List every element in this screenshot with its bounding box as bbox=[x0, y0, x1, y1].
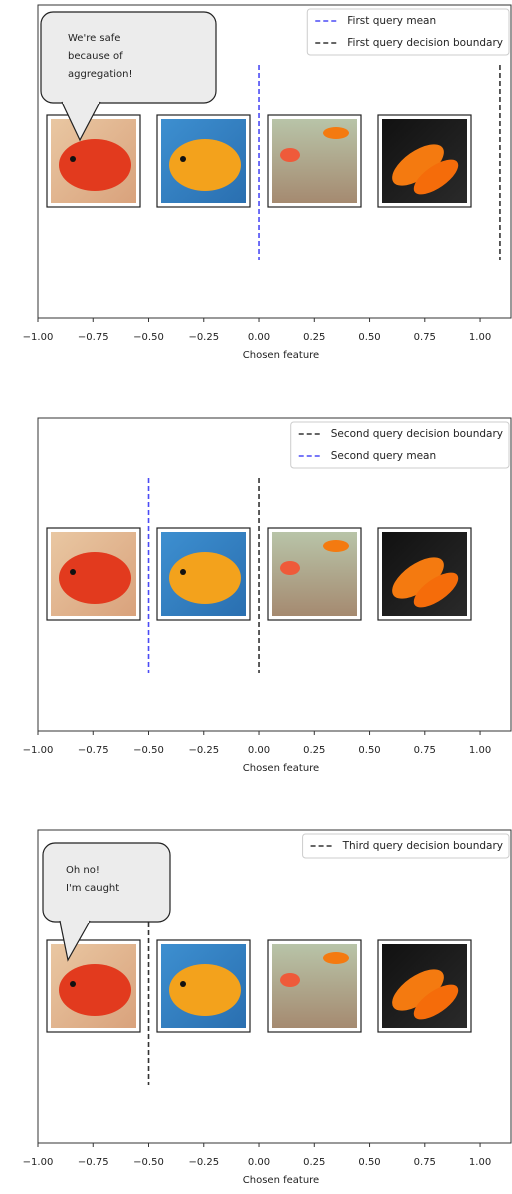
fish-eye bbox=[180, 981, 186, 987]
fish bbox=[59, 552, 131, 604]
legend-label: Second query decision boundary bbox=[331, 428, 503, 440]
x-tick-label: −0.50 bbox=[133, 332, 164, 343]
annotation: Oh no! bbox=[66, 865, 100, 876]
speech-bubble: We're safe because of aggregation! bbox=[40, 11, 217, 142]
legend: Second query decision boundary Second que… bbox=[290, 421, 510, 469]
fish-eye bbox=[70, 569, 76, 575]
x-axis-label: Chosen feature bbox=[243, 1175, 319, 1186]
x-tick-label: 0.75 bbox=[414, 745, 436, 756]
plot-frame bbox=[37, 4, 512, 319]
legend-label: First query mean bbox=[347, 15, 436, 27]
x-tick-label: −0.75 bbox=[78, 745, 109, 756]
legend-frame bbox=[302, 833, 510, 859]
bubble-tail bbox=[61, 101, 101, 142]
fish-eye bbox=[70, 981, 76, 987]
x-tick-label: −1.00 bbox=[23, 1157, 54, 1168]
annotation: because of bbox=[68, 51, 123, 62]
x-tick-label: −0.75 bbox=[78, 332, 109, 343]
bubble-body bbox=[40, 11, 217, 104]
x-tick-label: −0.25 bbox=[188, 745, 219, 756]
x-tick-label: 0.75 bbox=[414, 332, 436, 343]
x-tick-label: 0.50 bbox=[358, 332, 380, 343]
plot-frame bbox=[37, 417, 512, 732]
x-tick-label: −0.25 bbox=[188, 1157, 219, 1168]
fish bbox=[323, 952, 349, 964]
speech-bubble: Oh no! I'm caught bbox=[42, 842, 171, 962]
x-tick-label: 0.25 bbox=[303, 332, 325, 343]
fish bbox=[392, 144, 444, 186]
x-tick-label: 0.50 bbox=[358, 1157, 380, 1168]
panel: −1.00 −0.75 −0.50 −0.25 0.00 0.25 0.50 0.75 1.00… bbox=[23, 417, 512, 774]
x-axis-label: Chosen feature bbox=[243, 763, 319, 774]
annotation: aggregation! bbox=[68, 69, 133, 80]
panel: −1.00 −0.75 −0.50 −0.25 0.00 0.25 0.50 0.75 1.00… bbox=[23, 829, 512, 1186]
bubble-tail bbox=[59, 920, 91, 962]
fish bbox=[169, 139, 241, 191]
legend-label: First query decision boundary bbox=[347, 37, 503, 49]
fish bbox=[413, 159, 459, 195]
fish bbox=[169, 552, 241, 604]
fish bbox=[413, 572, 459, 608]
x-tick-label: 0.00 bbox=[248, 1157, 270, 1168]
legend-frame bbox=[290, 421, 510, 469]
x-tick-label: 0.25 bbox=[303, 1157, 325, 1168]
x-tick-label: −0.25 bbox=[188, 332, 219, 343]
plot-frame bbox=[37, 829, 512, 1144]
fish bbox=[59, 139, 131, 191]
fish bbox=[169, 964, 241, 1016]
x-tick-label: −0.50 bbox=[133, 745, 164, 756]
fish bbox=[392, 969, 444, 1011]
bubble-body bbox=[42, 842, 171, 923]
fish-eye bbox=[70, 156, 76, 162]
panel: −1.00 −0.75 −0.50 −0.25 0.00 0.25 0.50 0.75 1.00… bbox=[23, 4, 512, 361]
legend: Third query decision boundary bbox=[302, 833, 510, 859]
legend-frame bbox=[306, 8, 510, 56]
fish-eye bbox=[180, 569, 186, 575]
x-tick-label: 0.75 bbox=[414, 1157, 436, 1168]
x-tick-label: 0.00 bbox=[248, 332, 270, 343]
fish bbox=[280, 148, 300, 162]
fish bbox=[413, 984, 459, 1020]
x-tick-label: −1.00 bbox=[23, 332, 54, 343]
x-tick-label: −1.00 bbox=[23, 745, 54, 756]
fish bbox=[59, 964, 131, 1016]
x-tick-label: 1.00 bbox=[469, 745, 491, 756]
fish-eye bbox=[180, 156, 186, 162]
x-tick-label: −0.50 bbox=[133, 1157, 164, 1168]
fish bbox=[280, 561, 300, 575]
x-tick-label: 1.00 bbox=[469, 1157, 491, 1168]
annotation: We're safe bbox=[68, 33, 120, 44]
x-tick-label: 0.50 bbox=[358, 745, 380, 756]
x-axis-label: Chosen feature bbox=[243, 350, 319, 361]
fish bbox=[323, 127, 349, 139]
annotation: I'm caught bbox=[66, 883, 119, 894]
x-tick-label: 1.00 bbox=[469, 332, 491, 343]
x-tick-label: −0.75 bbox=[78, 1157, 109, 1168]
legend: First query mean First query decision bou… bbox=[306, 8, 510, 56]
fish bbox=[392, 557, 444, 599]
legend-label: Second query mean bbox=[331, 450, 436, 462]
fish bbox=[280, 973, 300, 987]
fish bbox=[323, 540, 349, 552]
x-tick-label: 0.25 bbox=[303, 745, 325, 756]
x-tick-label: 0.00 bbox=[248, 745, 270, 756]
legend-label: Third query decision boundary bbox=[342, 840, 503, 852]
